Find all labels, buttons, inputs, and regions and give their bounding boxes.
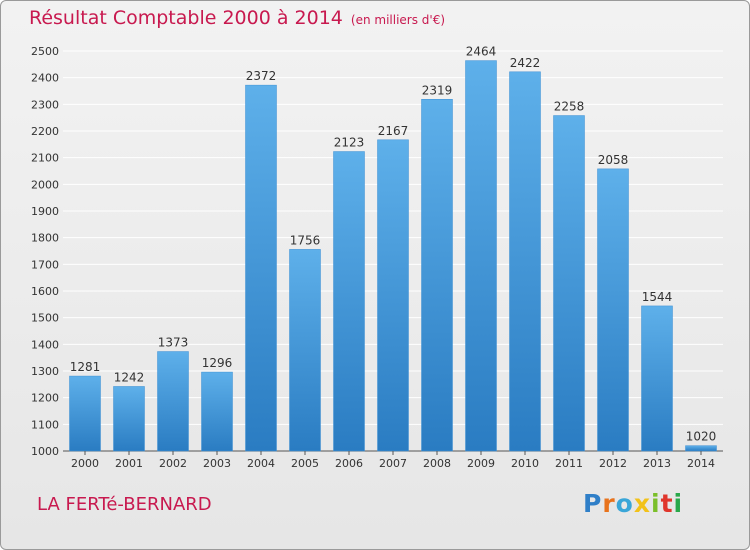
data-label: 2422 <box>510 56 541 70</box>
x-tick-label: 2006 <box>335 457 363 470</box>
y-tick-label: 2300 <box>31 98 59 111</box>
bar-2002 <box>157 351 189 452</box>
title-unit: (en milliers d'€) <box>350 13 446 27</box>
y-tick-label: 1200 <box>31 392 59 405</box>
x-tick-label: 2005 <box>291 457 319 470</box>
commune-name: LA FERTé-BERNARD <box>37 494 212 515</box>
x-tick-label: 2007 <box>379 457 407 470</box>
bar-2007 <box>377 139 409 452</box>
y-tick-label: 1500 <box>31 312 59 325</box>
data-label: 1544 <box>642 290 673 304</box>
x-axis: 2000 2001 2002 2003 2004 2005 2006 2007 2008 2009… <box>71 451 715 470</box>
data-label: 2372 <box>246 69 277 83</box>
data-label: 2258 <box>554 100 585 114</box>
x-tick-label: 2010 <box>511 457 539 470</box>
y-tick-label: 1400 <box>31 338 59 351</box>
logo-letter: x <box>633 489 651 518</box>
data-label: 2319 <box>422 83 453 97</box>
bar-2003 <box>201 371 233 452</box>
x-tick-label: 2000 <box>71 457 99 470</box>
chart-title: Résultat Comptable 2000 à 2014 (en millie… <box>29 7 445 29</box>
bar-2009 <box>465 60 497 452</box>
bar-2013 <box>641 305 673 452</box>
x-tick-label: 2002 <box>159 457 187 470</box>
title-main: Résultat Comptable 2000 à 2014 <box>29 7 343 29</box>
y-tick-label: 1700 <box>31 258 59 271</box>
bar-2010 <box>509 71 541 452</box>
y-tick-label: 2500 <box>31 45 59 58</box>
bar-2006 <box>333 151 365 452</box>
y-tick-label: 1100 <box>31 418 59 431</box>
data-label: 1281 <box>70 360 101 374</box>
bars <box>69 60 717 452</box>
y-tick-label: 2000 <box>31 178 59 191</box>
data-label: 1373 <box>158 336 189 350</box>
bar-2005 <box>289 249 321 452</box>
data-label: 2464 <box>466 45 497 59</box>
data-label: 1020 <box>686 430 717 444</box>
bar-2012 <box>597 168 629 452</box>
logo-letter: i <box>673 489 684 518</box>
bar-2014 <box>685 445 717 452</box>
data-label: 1242 <box>114 370 145 384</box>
y-axis: 1000 1100 1200 1300 1400 1500 1600 1700 1800 1900… <box>31 45 59 458</box>
x-tick-label: 2001 <box>115 457 143 470</box>
logo-letter: t <box>660 489 674 518</box>
data-label: 2058 <box>598 153 629 167</box>
data-label: 1296 <box>202 356 233 370</box>
y-tick-label: 1600 <box>31 285 59 298</box>
x-tick-label: 2013 <box>643 457 671 470</box>
x-tick-label: 2004 <box>247 457 275 470</box>
bar-2001 <box>113 386 145 452</box>
bar-2011 <box>553 115 585 452</box>
bar-2004 <box>245 84 277 452</box>
x-tick-label: 2011 <box>555 457 583 470</box>
data-label: 2123 <box>334 136 365 150</box>
data-label: 1756 <box>290 233 321 247</box>
y-tick-label: 2400 <box>31 72 59 85</box>
x-tick-label: 2014 <box>687 457 715 470</box>
data-labels: 1281 1242 1373 1296 2372 1756 2123 2167 2319 2464… <box>70 45 717 444</box>
y-tick-label: 1900 <box>31 205 59 218</box>
proxiti-logo[interactable]: Proxiti <box>583 489 683 518</box>
logo-letter: o <box>615 489 634 518</box>
bar-2000 <box>69 375 101 452</box>
y-tick-label: 1300 <box>31 365 59 378</box>
logo-letter: i <box>651 489 661 518</box>
y-tick-label: 1000 <box>31 445 59 458</box>
x-tick-label: 2008 <box>423 457 451 470</box>
x-tick-label: 2012 <box>599 457 627 470</box>
y-tick-label: 1800 <box>31 232 59 245</box>
logo-letter: P <box>583 489 603 518</box>
x-tick-label: 2009 <box>467 457 495 470</box>
bar-2008 <box>421 99 453 452</box>
y-tick-label: 2200 <box>31 125 59 138</box>
x-tick-label: 2003 <box>203 457 231 470</box>
y-tick-label: 2100 <box>31 152 59 165</box>
logo-letter: r <box>602 489 616 518</box>
data-label: 2167 <box>378 124 409 138</box>
